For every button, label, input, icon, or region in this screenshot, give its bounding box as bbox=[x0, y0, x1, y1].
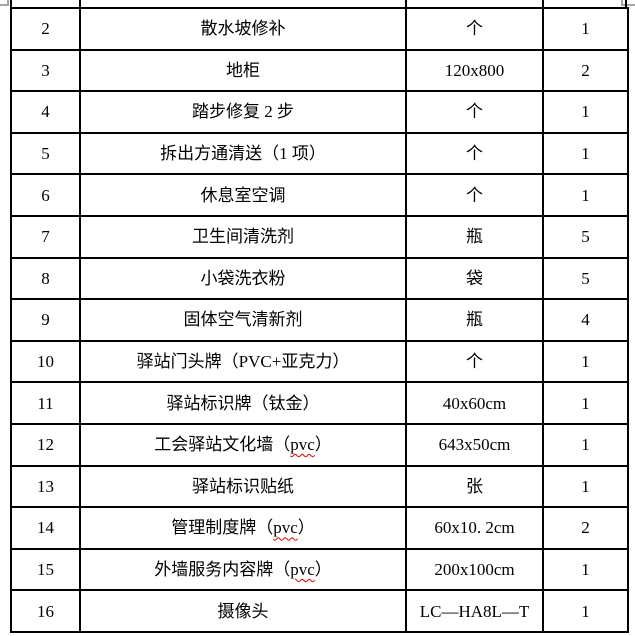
spec-unit-cell[interactable]: 瓶 bbox=[405, 298, 544, 342]
page-margin-crop-mark-top-left bbox=[7, 0, 9, 6]
row-index-cell[interactable]: 3 bbox=[10, 48, 81, 93]
spellcheck-flagged-text: pvc bbox=[290, 435, 315, 455]
quantity-cell[interactable]: 5 bbox=[542, 214, 629, 259]
row-index-cell[interactable]: 10 bbox=[10, 339, 81, 384]
page-margin-crop-mark-top-left bbox=[0, 4, 9, 6]
row-index-cell[interactable]: 14 bbox=[10, 506, 81, 550]
table-cutoff-border-stub bbox=[625, 0, 627, 8]
table-row: 13 驿站标识贴纸张 1 bbox=[10, 464, 629, 509]
quantity-cell[interactable]: 1 bbox=[542, 589, 629, 633]
quantity-cell[interactable]: 1 bbox=[542, 381, 629, 425]
item-name-cell[interactable]: 驿站门头牌（PVC+亚克力） bbox=[79, 339, 407, 384]
quantity-cell[interactable]: 2 bbox=[542, 506, 629, 550]
item-name-text: ） bbox=[314, 435, 332, 455]
spellcheck-flagged-text: pvc bbox=[290, 560, 315, 580]
table-row: 15 外墙服务内容牌（pvc） 200x100cm 1 bbox=[10, 547, 629, 592]
quantity-cell[interactable]: 1 bbox=[542, 547, 629, 592]
table-row: 6 休息室空调个 1 bbox=[10, 173, 629, 217]
spec-unit-cell[interactable]: LC—HA8L—T bbox=[405, 589, 544, 633]
item-name-cell[interactable]: 散水坡修补 bbox=[79, 7, 407, 51]
table-row: 10 驿站门头牌（PVC+亚克力）个 1 bbox=[10, 339, 629, 384]
spec-unit-cell[interactable]: 个 bbox=[405, 90, 544, 134]
table-row: 12 工会驿站文化墙（pvc） 643x50cm 1 bbox=[10, 422, 629, 467]
spec-unit-cell[interactable]: 个 bbox=[405, 7, 544, 51]
page-margin-crop-mark-top-right bbox=[621, 0, 623, 6]
quantity-cell[interactable]: 1 bbox=[542, 173, 629, 217]
spec-unit-cell[interactable]: 张 bbox=[405, 464, 544, 509]
spec-unit-cell[interactable]: 瓶 bbox=[405, 214, 544, 259]
row-index-cell[interactable]: 11 bbox=[10, 381, 81, 425]
item-name-cell[interactable]: 固体空气清新剂 bbox=[79, 298, 407, 342]
spec-unit-cell[interactable]: 120x800 bbox=[405, 48, 544, 93]
row-index-cell[interactable]: 7 bbox=[10, 214, 81, 259]
item-name-text: 外墙服务内容牌（ bbox=[154, 560, 291, 580]
table-cutoff-border-stub bbox=[542, 0, 544, 8]
quantity-cell[interactable]: 1 bbox=[542, 90, 629, 134]
row-index-cell[interactable]: 15 bbox=[10, 547, 81, 592]
page-margin-crop-mark-top-right bbox=[621, 4, 635, 6]
item-name-text: 工会驿站文化墙（ bbox=[154, 435, 291, 455]
row-index-cell[interactable]: 4 bbox=[10, 90, 81, 134]
item-name-text: 管理制度牌（ bbox=[171, 518, 274, 538]
table-row: 3 地柜 120x800 2 bbox=[10, 48, 629, 93]
spellcheck-flagged-text: pvc bbox=[273, 518, 298, 538]
spec-unit-cell[interactable]: 个 bbox=[405, 131, 544, 176]
table-cutoff-border-stub bbox=[10, 0, 12, 8]
table-cutoff-border-stub bbox=[79, 0, 81, 8]
item-name-cell[interactable]: 驿站标识贴纸 bbox=[79, 464, 407, 509]
spec-unit-cell[interactable]: 个 bbox=[405, 173, 544, 217]
quantity-cell[interactable]: 1 bbox=[542, 339, 629, 384]
item-name-cell[interactable]: 驿站标识牌（钛金） bbox=[79, 381, 407, 425]
item-name-cell[interactable]: 外墙服务内容牌（pvc） bbox=[79, 547, 407, 592]
spec-unit-cell[interactable]: 60x10. 2cm bbox=[405, 506, 544, 550]
item-name-cell[interactable]: 卫生间清洗剂 bbox=[79, 214, 407, 259]
row-index-cell[interactable]: 16 bbox=[10, 589, 81, 633]
quantity-cell[interactable]: 4 bbox=[542, 298, 629, 342]
row-index-cell[interactable]: 12 bbox=[10, 422, 81, 467]
spec-unit-cell[interactable]: 袋 bbox=[405, 256, 544, 301]
item-name-text: ） bbox=[297, 518, 315, 538]
item-name-cell[interactable]: 地柜 bbox=[79, 48, 407, 93]
row-index-cell[interactable]: 6 bbox=[10, 173, 81, 217]
item-name-cell[interactable]: 工会驿站文化墙（pvc） bbox=[79, 422, 407, 467]
item-name-cell[interactable]: 摄像头 bbox=[79, 589, 407, 633]
item-name-cell[interactable]: 拆出方通清送（1 项） bbox=[79, 131, 407, 176]
row-index-cell[interactable]: 13 bbox=[10, 464, 81, 509]
table-row: 7 卫生间清洗剂瓶 5 bbox=[10, 214, 629, 259]
item-name-cell[interactable]: 管理制度牌（pvc） bbox=[79, 506, 407, 550]
spec-unit-cell[interactable]: 个 bbox=[405, 339, 544, 384]
row-index-cell[interactable]: 2 bbox=[10, 7, 81, 51]
spec-unit-cell[interactable]: 40x60cm bbox=[405, 381, 544, 425]
quantity-cell[interactable]: 1 bbox=[542, 464, 629, 509]
row-index-cell[interactable]: 8 bbox=[10, 256, 81, 301]
quantity-cell[interactable]: 1 bbox=[542, 422, 629, 467]
item-name-cell[interactable]: 休息室空调 bbox=[79, 173, 407, 217]
table-row: 9 固体空气清新剂瓶 4 bbox=[10, 298, 629, 342]
table-cutoff-border-stub bbox=[405, 0, 407, 8]
row-index-cell[interactable]: 9 bbox=[10, 298, 81, 342]
item-name-cell[interactable]: 小袋洗衣粉 bbox=[79, 256, 407, 301]
row-index-cell[interactable]: 5 bbox=[10, 131, 81, 176]
table-row: 5 拆出方通清送（1 项）个 1 bbox=[10, 131, 629, 176]
table-row: 8 小袋洗衣粉袋 5 bbox=[10, 256, 629, 301]
table-row: 16 摄像头 LC—HA8L—T 1 bbox=[10, 589, 629, 633]
quantity-cell[interactable]: 1 bbox=[542, 131, 629, 176]
quantity-cell[interactable]: 5 bbox=[542, 256, 629, 301]
quantity-cell[interactable]: 1 bbox=[542, 7, 629, 51]
quantity-cell[interactable]: 2 bbox=[542, 48, 629, 93]
table-row: 2 散水坡修补个 1 bbox=[10, 7, 629, 51]
table-row: 14 管理制度牌（pvc） 60x10. 2cm 2 bbox=[10, 506, 629, 550]
item-name-text: ） bbox=[314, 560, 332, 580]
spec-unit-cell[interactable]: 200x100cm bbox=[405, 547, 544, 592]
item-name-cell[interactable]: 踏步修复 2 步 bbox=[79, 90, 407, 134]
spec-unit-cell[interactable]: 643x50cm bbox=[405, 422, 544, 467]
items-table: 2 散水坡修补个 1 3 地柜 120x800 2 4 踏步修复 2 步个 1 5 拆出方通清送（1 … bbox=[10, 7, 629, 633]
table-row: 11 驿站标识牌（钛金） 40x60cm 1 bbox=[10, 381, 629, 425]
